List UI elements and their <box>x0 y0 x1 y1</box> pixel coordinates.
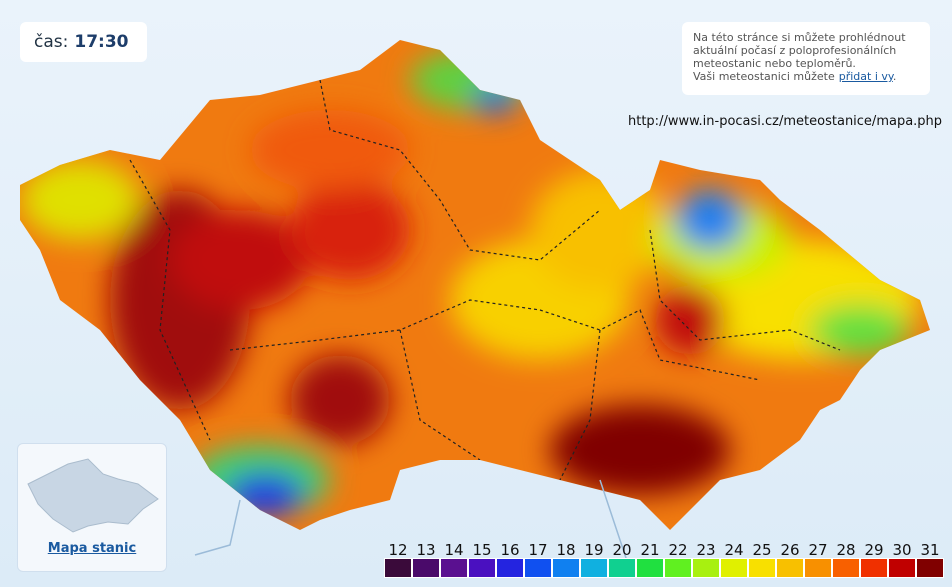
add-station-link[interactable]: přidat i vy <box>838 70 893 83</box>
legend-swatch <box>776 558 804 578</box>
legend-item: 30 <box>888 541 916 578</box>
legend-swatch <box>412 558 440 578</box>
legend-item: 22 <box>664 541 692 578</box>
legend-swatch <box>720 558 748 578</box>
time-label: čas: <box>34 32 69 52</box>
info-line: aktuální počasí z poloprofesionálních <box>693 44 897 57</box>
legend-item: 14 <box>440 541 468 578</box>
legend-item: 16 <box>496 541 524 578</box>
legend-label: 26 <box>780 541 800 559</box>
legend-swatch <box>524 558 552 578</box>
legend-item: 29 <box>860 541 888 578</box>
time-value: 17:30 <box>74 32 129 52</box>
info-line: Na této stránce si můžete prohlédnout <box>693 31 906 44</box>
legend-swatch <box>664 558 692 578</box>
legend-swatch <box>832 558 860 578</box>
legend-item: 12 <box>384 541 412 578</box>
legend-swatch <box>860 558 888 578</box>
legend-item: 15 <box>468 541 496 578</box>
legend-label: 28 <box>836 541 856 559</box>
legend-swatch <box>440 558 468 578</box>
legend-swatch <box>552 558 580 578</box>
legend-label: 29 <box>864 541 884 559</box>
time-box: čas: 17:30 <box>20 22 147 62</box>
legend-swatch <box>804 558 832 578</box>
legend-label: 20 <box>612 541 632 559</box>
legend-swatch <box>916 558 944 578</box>
legend-item: 28 <box>832 541 860 578</box>
legend-label: 13 <box>416 541 436 559</box>
legend-label: 12 <box>388 541 408 559</box>
legend-label: 17 <box>528 541 548 559</box>
legend-item: 18 <box>552 541 580 578</box>
legend-swatch <box>468 558 496 578</box>
legend-item: 24 <box>720 541 748 578</box>
legend-swatch <box>496 558 524 578</box>
legend-swatch <box>608 558 636 578</box>
legend-label: 25 <box>752 541 772 559</box>
legend-swatch <box>636 558 664 578</box>
station-map-link[interactable]: Mapa stanic <box>47 541 137 556</box>
info-line: Vaši meteostanici můžete <box>693 70 835 83</box>
legend-item: 13 <box>412 541 440 578</box>
legend-label: 16 <box>500 541 520 559</box>
legend-item: 17 <box>524 541 552 578</box>
legend-swatch <box>384 558 412 578</box>
page-url: http://www.in-pocasi.cz/meteostanice/map… <box>628 114 943 129</box>
legend-label: 23 <box>696 541 716 559</box>
legend-label: 15 <box>472 541 492 559</box>
info-line: meteostanic nebo teploměrů. <box>693 57 856 70</box>
legend-label: 18 <box>556 541 576 559</box>
station-map-inset[interactable]: Mapa stanic <box>17 443 167 572</box>
legend-item: 31 <box>916 541 944 578</box>
legend-item: 23 <box>692 541 720 578</box>
legend-label: 22 <box>668 541 688 559</box>
legend-label: 19 <box>584 541 604 559</box>
legend-swatch <box>580 558 608 578</box>
legend-item: 19 <box>580 541 608 578</box>
legend-swatch <box>692 558 720 578</box>
legend-swatch <box>748 558 776 578</box>
legend-label: 31 <box>920 541 940 559</box>
legend-label: 30 <box>892 541 912 559</box>
legend-swatch <box>888 558 916 578</box>
info-box: Na této stránce si můžete prohlédnout ak… <box>682 22 930 95</box>
legend-item: 20 <box>608 541 636 578</box>
legend-item: 25 <box>748 541 776 578</box>
legend-label: 21 <box>640 541 660 559</box>
info-punct: . <box>892 70 897 83</box>
legend-item: 21 <box>636 541 664 578</box>
legend-label: 24 <box>724 541 744 559</box>
legend-item: 27 <box>804 541 832 578</box>
inset-map <box>27 458 159 533</box>
legend-item: 26 <box>776 541 804 578</box>
legend-label: 27 <box>808 541 828 559</box>
legend-label: 14 <box>444 541 464 559</box>
